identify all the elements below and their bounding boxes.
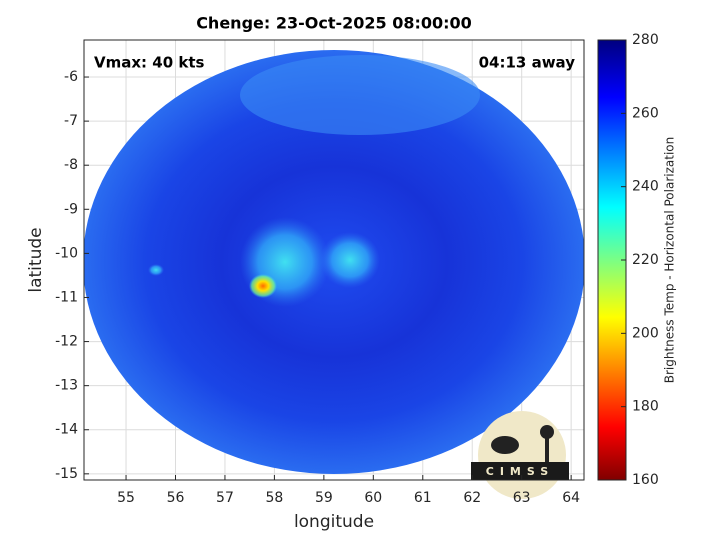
logo-tank bbox=[540, 425, 554, 439]
logo: CIMSS bbox=[471, 411, 569, 499]
colorbar-tick-label: 220 bbox=[632, 252, 659, 268]
colorbar-tick-label: 180 bbox=[632, 399, 659, 415]
y-tick-label: -14 bbox=[55, 422, 78, 438]
colorbar-tick-label: 260 bbox=[632, 105, 659, 121]
x-tick-label: 55 bbox=[117, 490, 135, 506]
colorbar-tick-label: 200 bbox=[632, 325, 659, 341]
chart-title: Chenge: 23-Oct-2025 08:00:00 bbox=[196, 14, 472, 33]
hot-spot bbox=[249, 274, 277, 298]
x-tick-label: 60 bbox=[364, 490, 382, 506]
annotation: 04:13 away bbox=[479, 54, 576, 72]
logo-tower bbox=[545, 435, 549, 463]
axes-box bbox=[83, 39, 585, 481]
x-tick-label: 58 bbox=[265, 490, 283, 506]
colorbar-label: Brightness Temp - Horizontal Polarizatio… bbox=[663, 137, 677, 384]
x-axis-label: longitude bbox=[294, 512, 374, 532]
y-tick-label: -10 bbox=[55, 245, 78, 261]
colorbar-tick-label: 160 bbox=[632, 472, 659, 488]
x-tick-label: 61 bbox=[414, 490, 432, 506]
image bbox=[84, 50, 584, 474]
x-tick-label: 59 bbox=[315, 490, 333, 506]
logo-band bbox=[471, 462, 569, 480]
x-tick-label: 64 bbox=[562, 490, 580, 506]
y-tick-label: -13 bbox=[55, 378, 78, 394]
cloud bbox=[320, 232, 380, 288]
y-tick-label: -12 bbox=[55, 334, 78, 350]
y-axis-label: latitude bbox=[26, 227, 46, 292]
logo-text: CIMSS bbox=[486, 465, 554, 478]
swath-edge bbox=[240, 55, 480, 135]
colorbar-tick-label: 280 bbox=[632, 32, 659, 48]
x-tick-label: 56 bbox=[167, 490, 185, 506]
x-tick-label: 62 bbox=[463, 490, 481, 506]
colorbar-tick-label: 240 bbox=[632, 179, 659, 195]
x-tick-label: 57 bbox=[216, 490, 234, 506]
y-tick-label: -11 bbox=[55, 289, 78, 305]
annotation: Vmax: 40 kts bbox=[94, 54, 204, 72]
logo-dish bbox=[491, 436, 519, 454]
y-tick-label: -6 bbox=[64, 69, 78, 85]
logo-disc bbox=[478, 411, 566, 499]
cloud bbox=[148, 264, 164, 276]
y-tick-label: -7 bbox=[64, 113, 78, 129]
y-tick-label: -15 bbox=[55, 466, 78, 482]
y-tick-label: -8 bbox=[64, 157, 78, 173]
x-tick-label: 63 bbox=[513, 490, 531, 506]
y-tick-label: -9 bbox=[64, 201, 78, 217]
